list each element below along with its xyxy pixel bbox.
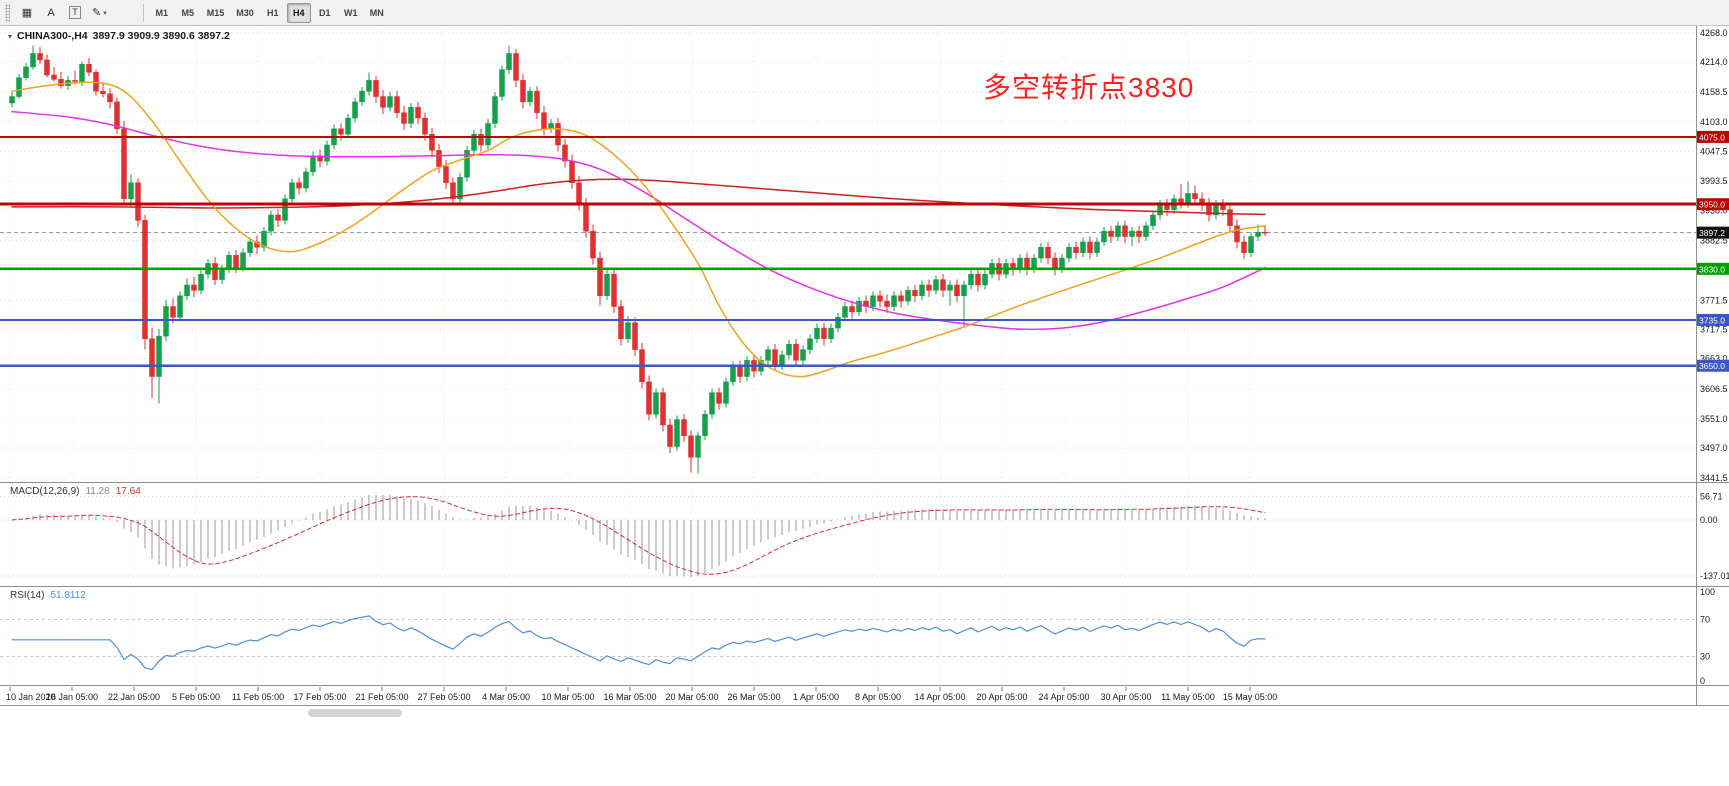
panel-divider-main-macd[interactable] xyxy=(0,480,1729,485)
svg-text:3882.5: 3882.5 xyxy=(1700,236,1728,246)
draw-tool-button[interactable]: ✎ ▾ xyxy=(88,3,111,23)
svg-text:16 Jan 05:00: 16 Jan 05:00 xyxy=(46,692,98,702)
svg-text:8 Apr 05:00: 8 Apr 05:00 xyxy=(855,692,901,702)
svg-text:56.71: 56.71 xyxy=(1700,492,1723,502)
svg-text:22 Jan 05:00: 22 Jan 05:00 xyxy=(108,692,160,702)
svg-text:14 Apr 05:00: 14 Apr 05:00 xyxy=(914,692,965,702)
timeframe-m30-button[interactable]: M30 xyxy=(231,3,259,23)
svg-text:20 Mar 05:00: 20 Mar 05:00 xyxy=(665,692,718,702)
svg-text:4047.5: 4047.5 xyxy=(1700,147,1728,157)
timeframe-w1-button[interactable]: W1 xyxy=(339,3,363,23)
rsi-name: RSI(14) xyxy=(10,590,45,601)
svg-text:0: 0 xyxy=(1700,676,1705,686)
svg-text:4158.5: 4158.5 xyxy=(1700,87,1728,97)
svg-text:100: 100 xyxy=(1700,587,1715,597)
timeframe-mn-button[interactable]: MN xyxy=(365,3,389,23)
svg-text:17 Feb 05:00: 17 Feb 05:00 xyxy=(293,692,346,702)
svg-text:3606.5: 3606.5 xyxy=(1700,384,1728,394)
svg-text:10 Jan 2020: 10 Jan 2020 xyxy=(6,692,56,702)
svg-text:3830.0: 3830.0 xyxy=(1699,264,1725,274)
chart-annotation-text: 多空转折点3830 xyxy=(983,72,1195,103)
timeframe-group: M1 M5 M15 M30 H1 H4 D1 W1 MN xyxy=(149,2,390,23)
pencil-icon: ✎ xyxy=(92,7,102,19)
timeframe-h1-button[interactable]: H1 xyxy=(261,3,285,23)
grid-icon: ▦ xyxy=(21,7,33,19)
svg-text:20 Apr 05:00: 20 Apr 05:00 xyxy=(976,692,1027,702)
grid-tool-button[interactable]: ▦ xyxy=(16,3,38,23)
svg-text:10 Mar 05:00: 10 Mar 05:00 xyxy=(541,692,594,702)
svg-text:3497.0: 3497.0 xyxy=(1700,443,1728,453)
main-chart-region[interactable] xyxy=(0,28,1696,480)
svg-text:26 Mar 05:00: 26 Mar 05:00 xyxy=(727,692,780,702)
svg-text:5 Feb 05:00: 5 Feb 05:00 xyxy=(172,692,220,702)
svg-text:11 May 05:00: 11 May 05:00 xyxy=(1161,692,1215,702)
svg-text:3993.5: 3993.5 xyxy=(1700,176,1728,186)
letter-a-icon: A xyxy=(47,6,55,19)
svg-text:3551.0: 3551.0 xyxy=(1700,414,1728,424)
price-axis[interactable] xyxy=(1697,26,1729,706)
svg-text:4075.0: 4075.0 xyxy=(1699,132,1725,142)
svg-text:4214.0: 4214.0 xyxy=(1700,57,1728,67)
toolbar-spacer xyxy=(112,12,138,13)
timeframe-m1-button[interactable]: M1 xyxy=(150,3,174,23)
svg-text:27 Feb 05:00: 27 Feb 05:00 xyxy=(417,692,470,702)
svg-text:70: 70 xyxy=(1700,615,1710,625)
timeframe-m15-button[interactable]: M15 xyxy=(202,3,230,23)
toolbar-drag-handle[interactable] xyxy=(5,3,10,22)
timeframe-d1-button[interactable]: D1 xyxy=(313,3,337,23)
timeframe-m5-button[interactable]: M5 xyxy=(176,3,200,23)
macd-signal-value: 17.64 xyxy=(115,486,141,497)
macd-indicator-label: MACD(12,26,9) 11.28 17.64 xyxy=(10,486,141,497)
chart-ohlc-values: 3897.9 3909.9 3890.6 3897.2 xyxy=(92,30,230,42)
macd-panel-region[interactable] xyxy=(0,485,1696,585)
panel-divider-rsi-axis[interactable] xyxy=(0,683,1729,688)
svg-text:3950.0: 3950.0 xyxy=(1699,200,1725,210)
svg-text:21 Feb 05:00: 21 Feb 05:00 xyxy=(355,692,408,702)
macd-main-value: 11.28 xyxy=(85,486,110,497)
chevron-down-icon: ▾ xyxy=(103,9,107,17)
horizontal-scrollbar-thumb[interactable] xyxy=(308,709,402,717)
svg-text:3938.0: 3938.0 xyxy=(1700,206,1728,216)
time-axis[interactable] xyxy=(0,687,1696,706)
svg-text:4268.0: 4268.0 xyxy=(1700,28,1728,38)
text-label-a-button[interactable]: A xyxy=(40,3,62,23)
svg-text:0.00: 0.00 xyxy=(1700,515,1718,525)
svg-text:4 Mar 05:00: 4 Mar 05:00 xyxy=(482,692,530,702)
svg-text:1 Apr 05:00: 1 Apr 05:00 xyxy=(793,692,839,702)
svg-text:3897.2: 3897.2 xyxy=(1699,228,1725,238)
text-label-t-button[interactable]: T xyxy=(64,3,86,23)
svg-text:4103.0: 4103.0 xyxy=(1700,117,1728,127)
chart-header: ▾ CHINA300-,H4 3897.9 3909.9 3890.6 3897… xyxy=(8,30,230,42)
svg-text:3717.5: 3717.5 xyxy=(1700,324,1728,334)
letter-t-icon: T xyxy=(69,6,81,19)
svg-text:24 Apr 05:00: 24 Apr 05:00 xyxy=(1038,692,1089,702)
svg-text:3441.5: 3441.5 xyxy=(1700,473,1728,483)
panel-divider-macd-rsi[interactable] xyxy=(0,584,1729,589)
svg-text:3650.0: 3650.0 xyxy=(1699,361,1725,371)
chart-caret-icon: ▾ xyxy=(8,31,13,41)
svg-text:11 Feb 05:00: 11 Feb 05:00 xyxy=(232,692,284,702)
rsi-value: 51.8112 xyxy=(50,590,86,601)
toolbar: ▦ A T ✎ ▾ M1 M5 M15 M30 H1 H4 D1 W1 MN xyxy=(0,0,1729,26)
svg-text:3771.5: 3771.5 xyxy=(1700,295,1728,305)
svg-text:3735.0: 3735.0 xyxy=(1699,315,1725,325)
svg-text:15 May 05:00: 15 May 05:00 xyxy=(1223,692,1278,702)
svg-text:16 Mar 05:00: 16 Mar 05:00 xyxy=(603,692,656,702)
svg-text:-137.01: -137.01 xyxy=(1700,571,1729,581)
svg-text:30: 30 xyxy=(1700,651,1710,661)
timeframe-h4-button[interactable]: H4 xyxy=(286,2,311,23)
toolbar-separator xyxy=(142,3,144,22)
chart-symbol-title: CHINA300-,H4 xyxy=(17,30,88,42)
rsi-indicator-label: RSI(14) 51.8112 xyxy=(10,590,86,601)
svg-text:30 Apr 05:00: 30 Apr 05:00 xyxy=(1100,692,1151,702)
macd-name: MACD(12,26,9) xyxy=(10,486,80,497)
rsi-panel-region[interactable] xyxy=(0,589,1696,684)
svg-text:3663.0: 3663.0 xyxy=(1700,354,1728,364)
